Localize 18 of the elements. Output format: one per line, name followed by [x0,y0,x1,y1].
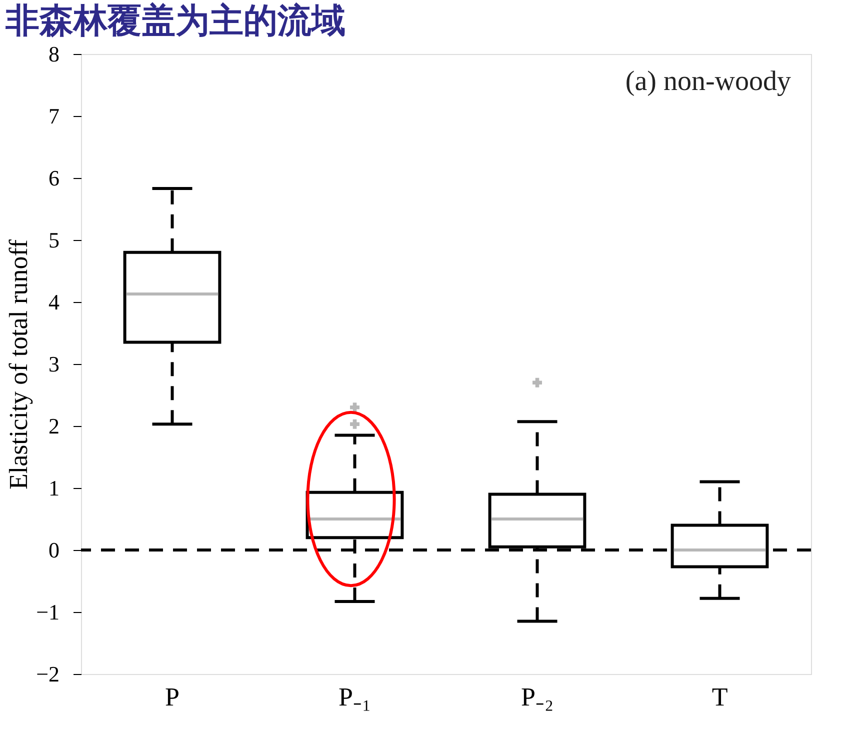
y-tick-label: 6 [48,166,60,190]
y-tick-label: 1 [48,476,60,500]
y-tick-label: 8 [48,42,60,66]
annotation: (a) non-woody [625,66,791,97]
y-tick-label: 2 [48,414,60,438]
y-axis-title: Elasticity of total runoff [4,239,34,490]
y-tick-label: −2 [36,662,60,686]
y-tick-label: 7 [48,104,60,128]
y-tick-label: 4 [48,290,60,314]
y-tick-label: −1 [36,600,60,624]
y-tick-label: 5 [48,228,60,252]
x-tick-label: P₋₂ [520,682,554,712]
x-tick-label: T [712,682,728,712]
chart-title: 非森林覆盖为主的流域 [4,1,346,41]
y-tick-label: 3 [48,352,60,376]
x-tick-label: P [165,682,180,712]
y-tick-label: 0 [48,538,60,562]
x-tick-label: P₋₁ [338,682,372,712]
